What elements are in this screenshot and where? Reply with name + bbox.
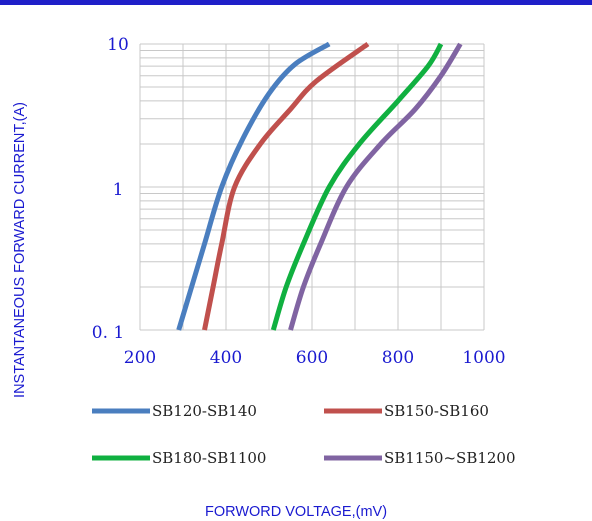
series-line — [270, 42, 444, 331]
series-line — [288, 42, 463, 331]
x-tick-label: 1000 — [462, 348, 505, 368]
top-border-rule — [0, 0, 592, 5]
x-tick-label: 800 — [382, 348, 414, 368]
y-tick-label: 10 — [107, 35, 129, 55]
legend-label: SB180-SB1100 — [152, 449, 266, 467]
y-axis-title: INSTANTANEOUS FORWARD CURRENT,(A) — [12, 102, 28, 398]
x-tick-label: 400 — [210, 348, 242, 368]
x-tick-label: 600 — [296, 348, 328, 368]
series-layer — [176, 41, 463, 331]
x-axis-title: FORWORD VOLTAGE,(mV) — [205, 504, 387, 520]
series-line — [202, 41, 370, 331]
series-line — [176, 41, 331, 331]
legend-label: SB1150~SB1200 — [384, 449, 516, 467]
legend: SB120-SB140 SB150-SB160 SB180-SB1100 SB1… — [92, 402, 516, 467]
x-tick-label: 200 — [124, 348, 156, 368]
legend-label: SB150-SB160 — [384, 402, 489, 420]
y-tick-label: 0. 1 — [92, 323, 124, 343]
y-tick-label: 1 — [113, 180, 124, 200]
legend-label: SB120-SB140 — [152, 402, 257, 420]
